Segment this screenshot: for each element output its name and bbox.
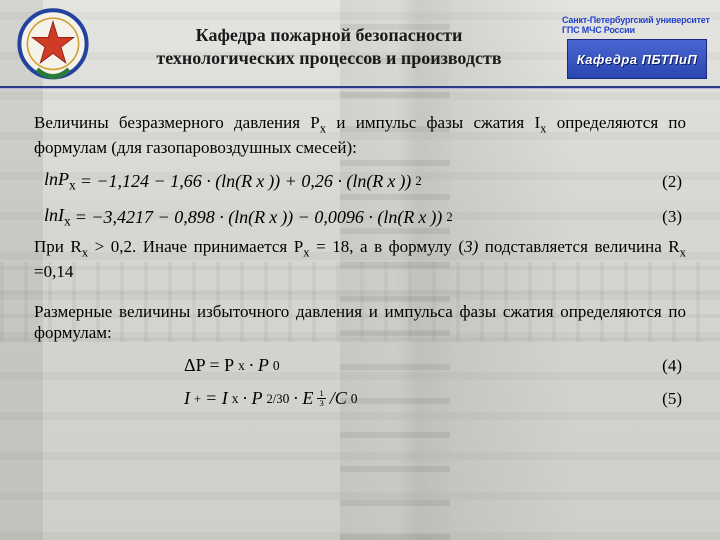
equation-number: (5) (662, 388, 686, 410)
text: · E (293, 387, 313, 410)
text-italic: 3) (464, 237, 478, 256)
text: · P (243, 387, 263, 410)
badge-subtitle: Санкт-Петербургский университет ГПС МЧС … (562, 15, 712, 35)
equation-2: lnPx = −1,124 − 1,66 · (ln(Rx)) + 0,26 ·… (34, 168, 686, 194)
text: )) (399, 170, 411, 193)
text: > 0,2. Иначе принимается P (95, 237, 304, 256)
equation-3-body: lnIx = −3,4217 − 0,898 · (ln(Rx)) − 0,00… (44, 204, 453, 230)
text: )) + 0,26 · (ln(R (268, 170, 383, 193)
text: Величины безразмерного давления P (34, 113, 320, 132)
title-line-1: Кафедра пожарной безопасности (102, 25, 556, 46)
text: I (184, 387, 190, 410)
equation-number: (4) (662, 355, 686, 377)
university-emblem (10, 7, 96, 87)
equation-number: (3) (662, 206, 686, 228)
text: )) (430, 206, 442, 229)
equation-4: ΔP = Px · P0 (4) (184, 354, 686, 377)
text: ΔP = P (184, 354, 234, 377)
text: )) − 0,0096 · (ln(R (281, 206, 414, 229)
title-line-2: технологических процессов и производств (102, 48, 556, 69)
text: = −3,4217 − 0,898 · (ln(R (75, 206, 265, 229)
paragraph-intro: Величины безразмерного давления Px и имп… (34, 112, 686, 158)
text: /C (330, 387, 347, 410)
paragraph-condition: При Rx > 0,2. Иначе принимается Px = 18,… (34, 236, 686, 282)
equation-block: ΔP = Px · P0 (4) I+ = Ix · P2/30 · E13 /… (34, 354, 686, 410)
subscript-x: x (540, 121, 546, 135)
equation-number: (2) (662, 171, 686, 193)
emblem-icon (10, 7, 96, 87)
badge-main: Кафедра ПБТПиП (567, 39, 707, 79)
text: При R (34, 237, 82, 256)
text: =0,14 (34, 262, 73, 281)
department-badge: Санкт-Петербургский университет ГПС МЧС … (562, 10, 712, 84)
page-header: Кафедра пожарной безопасности технологич… (0, 0, 720, 88)
text: = I (205, 387, 228, 410)
page-content: Величины безразмерного давления Px и имп… (0, 88, 720, 426)
subscript-x: x (320, 121, 326, 135)
equation-5: I+ = Ix · P2/30 · E13 /C0 (5) (184, 387, 686, 410)
text: подставляется величина R (485, 237, 680, 256)
text: = 18, а в формулу ( (316, 237, 464, 256)
paragraph-dimensional: Размерные величины избыточного давления … (34, 301, 686, 345)
equation-5-body: I+ = Ix · P2/30 · E13 /C0 (184, 387, 358, 410)
equation-4-body: ΔP = Px · P0 (184, 354, 280, 377)
equation-2-body: lnPx = −1,124 − 1,66 · (ln(Rx)) + 0,26 ·… (44, 168, 422, 194)
text: и импульс фазы сжатия I (336, 113, 540, 132)
text: lnI (44, 205, 64, 225)
text: lnP (44, 169, 69, 189)
department-title: Кафедра пожарной безопасности технологич… (96, 25, 562, 69)
text: = −1,124 − 1,66 · (ln(R (80, 170, 252, 193)
equation-3: lnIx = −3,4217 − 0,898 · (ln(Rx)) − 0,00… (34, 204, 686, 230)
text: · P (249, 354, 269, 377)
